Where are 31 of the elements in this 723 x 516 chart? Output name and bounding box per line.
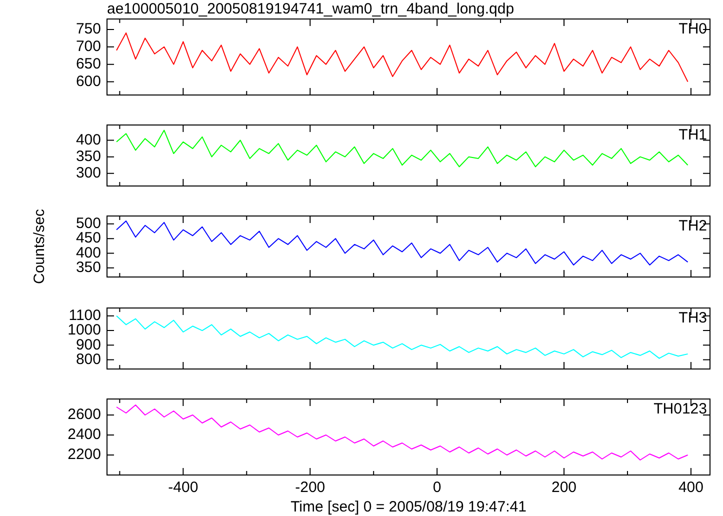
y-tick-label: 900 [76, 336, 101, 354]
y-tick-label: 350 [76, 148, 101, 165]
y-tick-label: 300 [76, 164, 101, 182]
series-label: TH3 [678, 310, 707, 327]
y-tick-label: 450 [76, 230, 101, 247]
y-tick-label: 400 [76, 131, 101, 148]
x-tick-label: 0 [432, 479, 442, 496]
x-axis-title: Time [sec] 0 = 2005/08/19 19:47:41 [290, 498, 526, 516]
y-axis-title: Counts/sec [31, 208, 48, 284]
x-tick-label: 200 [551, 479, 577, 496]
series-label: TH0 [678, 20, 707, 38]
y-tick-label: 1100 [68, 307, 101, 324]
series-label: TH2 [678, 218, 707, 235]
y-tick-label: 2600 [68, 406, 101, 424]
y-tick-label: 600 [76, 72, 101, 90]
x-tick-label: 400 [678, 479, 704, 496]
y-tick-label: 400 [76, 244, 101, 262]
x-tick-label: -200 [295, 479, 326, 496]
chart-title: ae100005010_20050819194741_wam0_trn_4band_long.qdp [107, 0, 514, 18]
y-tick-label: 750 [76, 20, 101, 38]
text: TH0123 [654, 400, 707, 418]
y-tick-label: 800 [76, 350, 101, 368]
y-tick-label: 700 [76, 38, 101, 56]
series-label: TH1 [678, 126, 707, 144]
y-tick-label: 2400 [68, 426, 101, 444]
y-tick-label: 1000 [68, 322, 101, 339]
y-tick-label: 2200 [68, 446, 101, 464]
x-tick-label: -400 [168, 479, 198, 496]
y-tick-label: 500 [76, 215, 101, 232]
y-tick-label: 350 [76, 259, 101, 276]
y-tick-label: 650 [76, 55, 101, 72]
